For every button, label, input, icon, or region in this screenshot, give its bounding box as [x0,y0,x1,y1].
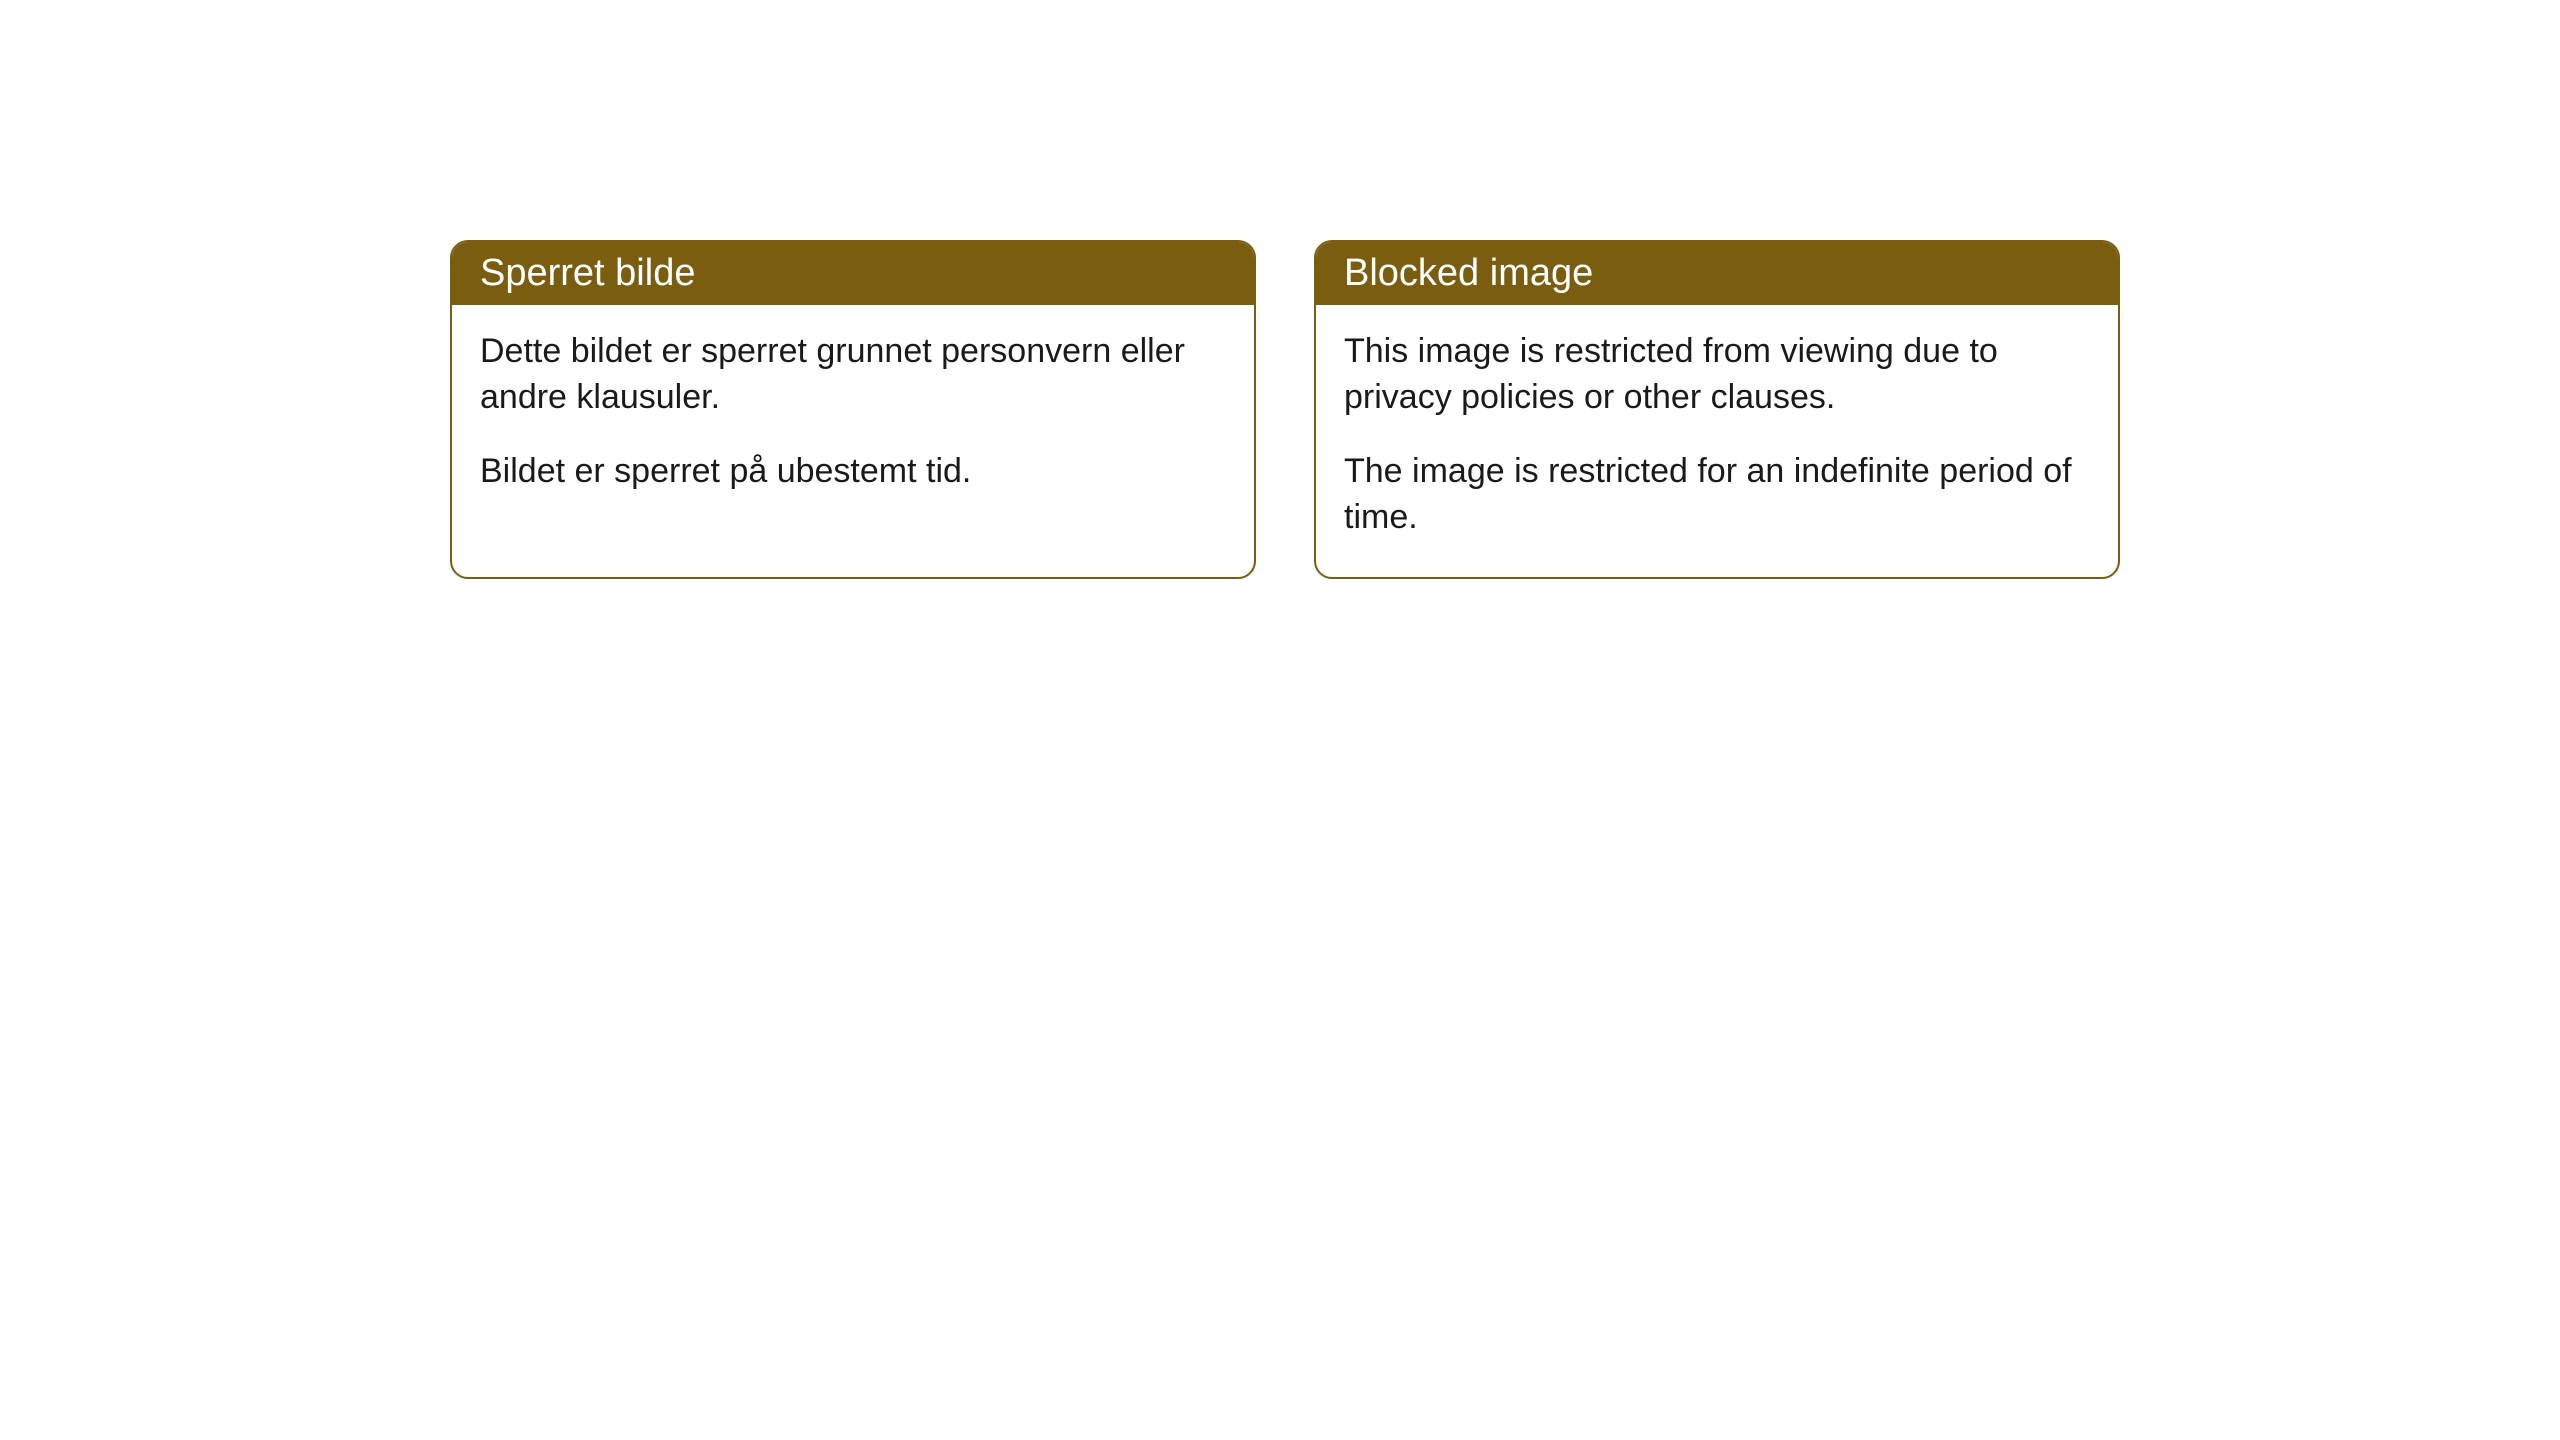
card-header-norwegian: Sperret bilde [452,242,1254,305]
card-body-norwegian: Dette bildet er sperret grunnet personve… [452,305,1254,531]
card-paragraph: The image is restricted for an indefinit… [1344,449,2090,541]
card-paragraph: Dette bildet er sperret grunnet personve… [480,329,1226,421]
card-norwegian: Sperret bilde Dette bildet er sperret gr… [450,240,1256,579]
card-body-english: This image is restricted from viewing du… [1316,305,2118,577]
card-header-english: Blocked image [1316,242,2118,305]
card-english: Blocked image This image is restricted f… [1314,240,2120,579]
card-paragraph: This image is restricted from viewing du… [1344,329,2090,421]
card-paragraph: Bildet er sperret på ubestemt tid. [480,449,1226,495]
cards-container: Sperret bilde Dette bildet er sperret gr… [450,240,2560,579]
